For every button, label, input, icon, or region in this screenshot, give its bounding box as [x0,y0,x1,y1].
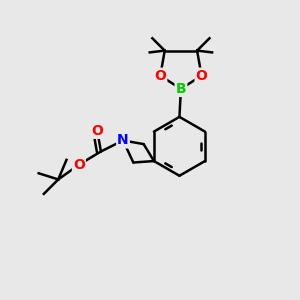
Text: B: B [176,82,186,96]
Text: O: O [91,124,103,138]
Text: O: O [196,69,208,83]
Text: N: N [117,134,129,147]
Text: O: O [154,69,166,83]
Text: O: O [73,158,85,172]
